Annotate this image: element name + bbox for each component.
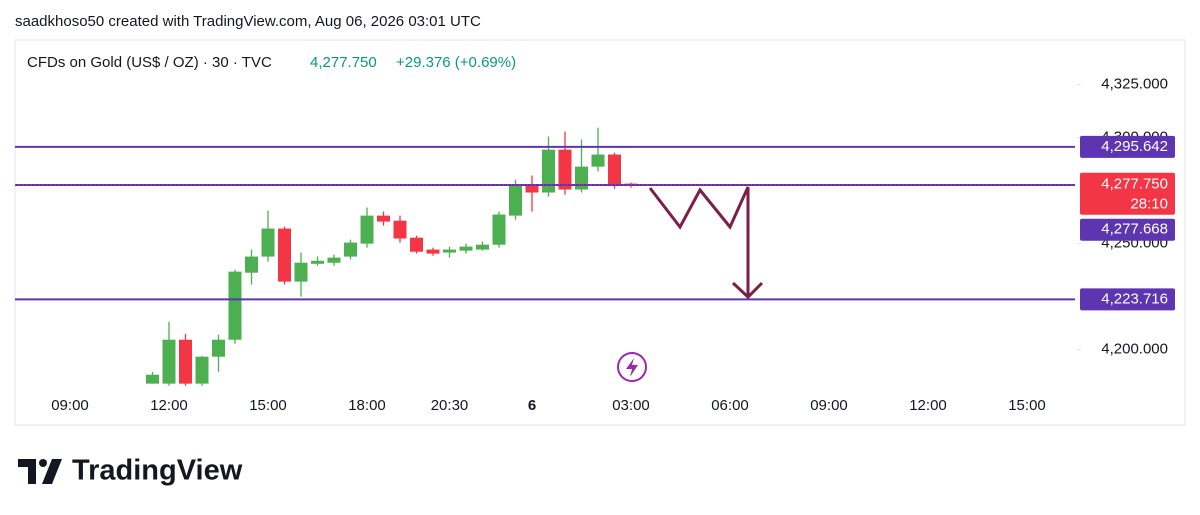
x-tick-label: 15:00 bbox=[1008, 397, 1046, 414]
legend-change: +29.376 (+0.69%) bbox=[396, 54, 516, 71]
countdown-label: 28:10 bbox=[1130, 196, 1168, 213]
x-tick-label: 6 bbox=[528, 397, 536, 414]
x-tick-label: 06:00 bbox=[711, 397, 749, 414]
candle-body bbox=[294, 262, 308, 282]
y-tick-label: 4,325.000 bbox=[1101, 76, 1168, 93]
event-icon[interactable] bbox=[617, 352, 647, 382]
candle-body bbox=[525, 184, 539, 193]
logo-part bbox=[18, 459, 36, 484]
plot: 4,200.0004,250.0004,300.0004,325.00009:0… bbox=[15, 76, 1175, 414]
x-tick-label: 15:00 bbox=[249, 397, 287, 414]
candle-body bbox=[542, 149, 555, 193]
hline-box bbox=[1080, 135, 1175, 158]
logo-icon bbox=[18, 459, 62, 484]
candle-body bbox=[608, 154, 621, 185]
x-tick-label: 12:00 bbox=[150, 397, 188, 414]
x-tick-label: 18:00 bbox=[348, 397, 386, 414]
legend-price: 4,277.750 bbox=[310, 54, 377, 71]
x-tick-label: 09:00 bbox=[810, 397, 848, 414]
chart-frame bbox=[14, 39, 1186, 426]
candle-body bbox=[162, 339, 176, 384]
x-tick-label: 20:30 bbox=[431, 397, 469, 414]
event-icon-bolt bbox=[626, 358, 638, 377]
drawn-arrow bbox=[648, 186, 750, 297]
candle-body bbox=[245, 256, 258, 273]
candle-body bbox=[212, 339, 225, 357]
last-price-box bbox=[1080, 172, 1175, 215]
candle-body bbox=[327, 257, 341, 263]
logo-part bbox=[42, 459, 62, 484]
candle-body bbox=[410, 237, 423, 252]
hline-box bbox=[1080, 288, 1175, 311]
logo-part bbox=[39, 459, 47, 467]
candle-body bbox=[509, 184, 522, 216]
candle-body bbox=[426, 249, 440, 254]
x-tick-label: 12:00 bbox=[909, 397, 947, 414]
candle-body bbox=[195, 356, 209, 384]
hline-label: 4,277.668 bbox=[1101, 221, 1168, 238]
chart-title: CFDs on Gold (US$ / OZ) · 30 · TVC bbox=[27, 54, 272, 71]
candle-body bbox=[228, 271, 242, 340]
candle-body bbox=[146, 374, 159, 384]
candle-body bbox=[278, 228, 291, 282]
attribution: saadkhoso50 created with TradingView.com… bbox=[15, 13, 481, 30]
candle-body bbox=[575, 166, 588, 190]
hline-label: 4,295.642 bbox=[1101, 138, 1168, 155]
candle-body bbox=[459, 246, 473, 251]
x-tick-label: 09:00 bbox=[51, 397, 89, 414]
candle-body bbox=[377, 215, 390, 222]
candle-body bbox=[476, 244, 489, 250]
brand: TradingView bbox=[72, 455, 243, 487]
hline-label: 4,223.716 bbox=[1101, 290, 1168, 307]
candle-body bbox=[492, 214, 506, 245]
candle-body bbox=[443, 249, 456, 253]
arrow-head bbox=[731, 281, 764, 300]
candle-body bbox=[179, 339, 192, 384]
candle-body bbox=[591, 154, 605, 167]
last-price-label: 4,277.750 bbox=[1101, 176, 1168, 193]
candle-body bbox=[393, 220, 407, 239]
candle-body bbox=[311, 260, 324, 264]
y-tick-label: 4,200.000 bbox=[1101, 341, 1168, 358]
candle-body bbox=[344, 242, 357, 257]
candle-body bbox=[558, 149, 572, 190]
x-tick-label: 03:00 bbox=[612, 397, 650, 414]
hline-box bbox=[1080, 218, 1175, 241]
candle-body bbox=[360, 215, 374, 244]
candle-body bbox=[261, 228, 275, 257]
